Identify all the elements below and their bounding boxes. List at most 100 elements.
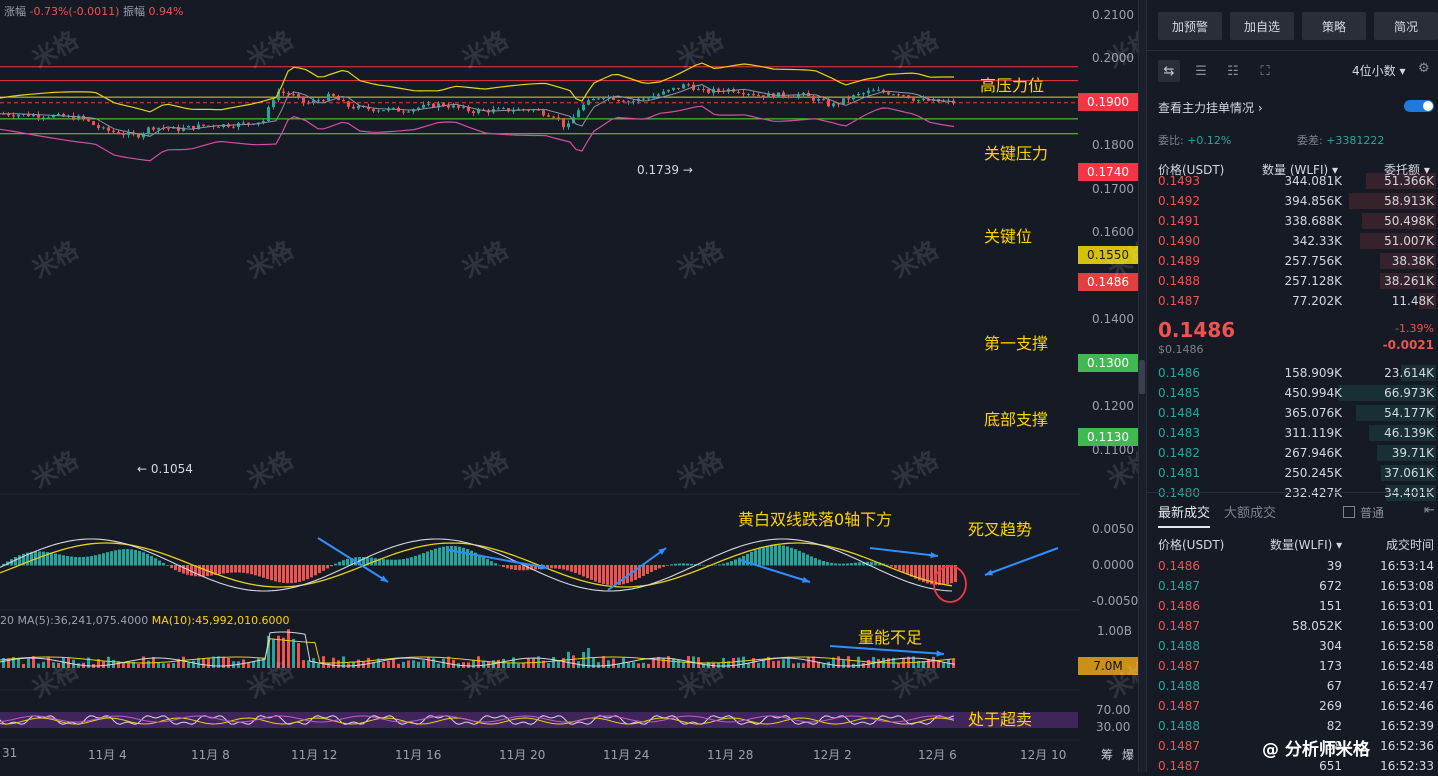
filter-icon[interactable]: ⇤ (1424, 503, 1435, 518)
candlestick-chart[interactable] (0, 0, 1138, 772)
macd-bar (190, 565, 193, 576)
volume-bar (717, 662, 720, 668)
collapse-handle[interactable] (1139, 360, 1145, 394)
orderbook-price: 0.1488 (1158, 274, 1200, 288)
strategy-button[interactable]: 策略 (1302, 12, 1366, 40)
macd-bar (706, 565, 709, 566)
bids-view-icon[interactable]: ☰ (1195, 63, 1207, 79)
both-sides-view-icon[interactable]: ⇆ (1158, 60, 1180, 82)
trades-header-qty[interactable]: 数量(WLFI) ▾ (1270, 538, 1343, 552)
macd-bar (74, 556, 77, 566)
macd-bar (546, 565, 549, 569)
orderbook-row[interactable]: 0.1484 365.076K 54.177K (1158, 403, 1436, 423)
main-orders-link[interactable]: 查看主力挂单情况 › (1158, 101, 1263, 115)
macd-bar (430, 550, 433, 566)
macd-bar (642, 565, 645, 577)
trade-qty: 58.052K (1292, 619, 1342, 633)
asks-view-icon[interactable]: ☷ (1227, 63, 1239, 79)
orderbook-row[interactable]: 0.1490 342.33K 51.007K (1158, 231, 1436, 251)
depth-bar (1361, 213, 1436, 229)
macd-bar (426, 551, 429, 566)
add-watchlist-button[interactable]: 加自选 (1230, 12, 1294, 40)
liquidation-icon[interactable]: 爆 (1122, 748, 1135, 762)
volume-bar (202, 658, 205, 668)
volume-bar (402, 661, 405, 668)
overview-button[interactable]: 简况 (1374, 12, 1438, 40)
orderbook-row[interactable]: 0.1482 267.946K 39.71K (1158, 443, 1436, 463)
volume-bar (212, 656, 215, 668)
orderbook-total: 11.48K (1391, 294, 1434, 308)
normal-checkbox[interactable]: 普通 (1343, 504, 1384, 521)
macd-bar (258, 565, 261, 577)
orderbook-row[interactable]: 0.1488 257.128K 38.261K (1158, 271, 1436, 291)
trade-row: 0.1488 67 16:52:47 (1158, 676, 1436, 696)
macd-bar (374, 558, 377, 566)
depth-bar (1401, 365, 1436, 381)
volume-bar (172, 663, 175, 668)
annotation-key-resistance: 关键压力 (984, 144, 1049, 163)
tab-large-trades[interactable]: 大额成交 (1224, 506, 1277, 521)
orderbook-row[interactable]: 0.1491 338.688K 50.498K (1158, 211, 1436, 231)
orderbook-row[interactable]: 0.1480 232.427K 34.401K (1158, 483, 1436, 503)
orderbook-row[interactable]: 0.1487 77.202K 11.48K (1158, 291, 1436, 311)
macd-bar (182, 565, 185, 574)
candle-body (47, 117, 50, 119)
volume-bar (267, 635, 270, 668)
macd-bar (582, 565, 585, 577)
candle-body (7, 113, 10, 116)
macd-bar (734, 559, 737, 566)
macd-bar (862, 561, 865, 566)
rsi-axis-label: 70.00 (1096, 703, 1131, 717)
macd-bar (66, 556, 69, 566)
macd-bar (798, 550, 801, 566)
orderbook-row[interactable]: 0.1486 158.909K 23.614K (1158, 363, 1436, 383)
annotation-arrow (829, 645, 945, 655)
add-alert-button[interactable]: 加预警 (1158, 12, 1222, 40)
orderbook-header-qty[interactable]: 数量 (WLFI) ▾ (1262, 163, 1339, 177)
main-orders-toggle[interactable] (1404, 100, 1434, 112)
trades-header-time: 成交时间 (1386, 538, 1435, 552)
orderbook-row[interactable]: 0.1483 311.119K 46.139K (1158, 423, 1436, 443)
candle-body (282, 91, 285, 93)
orderbook-header-total[interactable]: 委托额 ▾ (1384, 163, 1430, 177)
macd-bar (494, 563, 497, 566)
chip-icon[interactable]: 筹 (1101, 748, 1114, 762)
divider (1146, 492, 1438, 493)
change-value: -0.73%(-0.0011) (29, 5, 120, 18)
orderbook-row[interactable]: 0.1485 450.994K 66.973K (1158, 383, 1436, 403)
orderbook-total: 51.007K (1384, 234, 1434, 248)
macd-bar (342, 560, 345, 566)
settings-icon[interactable]: ⚙ (1418, 61, 1430, 76)
chart-area[interactable] (0, 0, 1138, 772)
trade-price: 0.1487 (1158, 759, 1200, 773)
trade-price: 0.1487 (1158, 739, 1200, 753)
candle-body (382, 110, 385, 112)
candle-body (312, 100, 315, 104)
candle-body (647, 98, 650, 100)
macd-bar (334, 563, 337, 566)
macd-bar (498, 565, 501, 566)
candle-body (217, 126, 220, 128)
volume-bar (257, 658, 260, 668)
macd-bar (606, 565, 609, 585)
volume-bar (307, 660, 310, 668)
candle-body (917, 99, 920, 101)
macd-bar (478, 554, 481, 566)
trade-row: 0.1487 651 16:52:33 (1158, 756, 1436, 776)
candle-body (347, 101, 350, 107)
volume-bar (447, 656, 450, 668)
macd-bar (810, 556, 813, 566)
orderbook-row[interactable]: 0.1492 394.856K 58.913K (1158, 191, 1436, 211)
orderbook-row[interactable]: 0.1489 257.756K 38.38K (1158, 251, 1436, 271)
orderbook-row[interactable]: 0.1493 344.081K 51.366K (1158, 171, 1436, 191)
trade-row: 0.1487 269 16:52:46 (1158, 696, 1436, 716)
decimal-select[interactable]: 4位小数 ▾ (1352, 64, 1406, 78)
macd-bar (750, 551, 753, 566)
tab-latest-trades[interactable]: 最新成交 (1158, 506, 1211, 528)
orderbook-row[interactable]: 0.1481 250.245K 37.061K (1158, 463, 1436, 483)
depth-view-icon[interactable]: ⛶ (1260, 63, 1270, 79)
depth-bar (1419, 293, 1436, 309)
orderbook-price: 0.1484 (1158, 406, 1200, 420)
volume-bar (832, 657, 835, 668)
macd-bar (766, 546, 769, 566)
